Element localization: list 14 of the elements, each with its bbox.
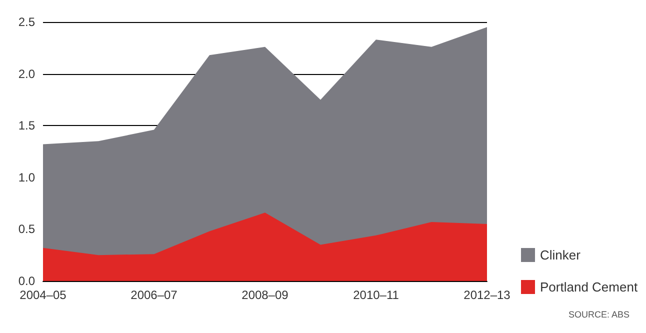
y-tick-label: 0.0 bbox=[18, 274, 36, 288]
legend-label: Clinker bbox=[540, 248, 582, 262]
x-tick-label: 2012–13 bbox=[464, 288, 511, 302]
x-tick-label: 2008–09 bbox=[242, 288, 289, 302]
y-tick-label: 2.0 bbox=[18, 66, 36, 81]
x-tick-label: 2006–07 bbox=[130, 288, 178, 302]
y-tick-label: 1.5 bbox=[18, 118, 36, 133]
y-tick-label: 0.5 bbox=[18, 222, 36, 236]
source-note: SOURCE: ABS bbox=[568, 310, 630, 320]
x-tick-label: 2010–11 bbox=[353, 288, 400, 302]
y-tick-label: 1.0 bbox=[18, 170, 36, 184]
y-tick-label: 2.5 bbox=[18, 15, 36, 29]
legend-label: Portland Cement bbox=[540, 280, 638, 294]
x-tick-label: 2004–05 bbox=[20, 288, 67, 302]
